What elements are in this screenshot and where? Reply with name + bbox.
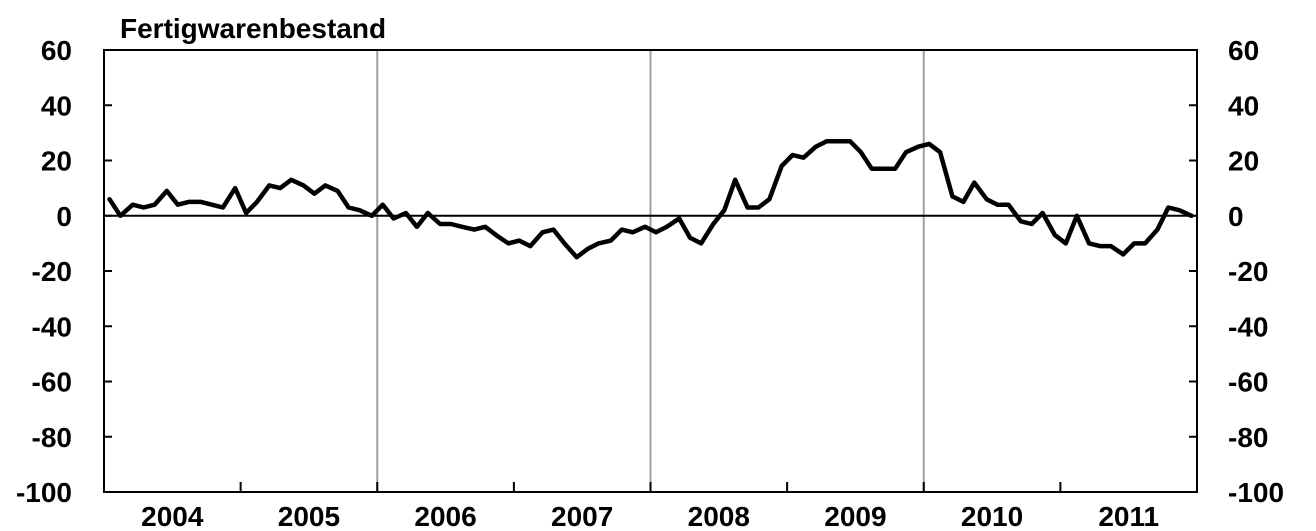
y-tick-label-right: -100 [1228,477,1284,508]
y-tick-label-right: -80 [1228,422,1268,453]
y-tick-label-right: -20 [1228,256,1268,287]
series-line [107,138,1194,260]
series-group [107,138,1194,260]
y-tick-label-left: -40 [32,311,72,342]
grid [104,50,1197,492]
y-tick-label-left: -100 [16,477,72,508]
x-tick-label: 2011 [1098,501,1159,531]
y-tick-label-left: -20 [32,256,72,287]
x-axis: 2004 2005 2006 2007 2008 2009 2010 2011 [141,501,1159,531]
y-tick-label-left: 40 [41,90,72,121]
y-tick-label-right: 20 [1228,146,1259,177]
y-tick-label-left: 0 [56,201,72,232]
y-tick-label-left: 20 [41,146,72,177]
x-tick-label: 2010 [961,501,1023,531]
y-axis-right: 60 40 20 0 -20 -40 -60 -80 -100 [1228,35,1284,508]
y-tick-label-right: -40 [1228,311,1268,342]
x-tick-label: 2009 [824,501,886,531]
chart-title: Fertigwarenbestand [120,13,386,44]
y-tick-label-left: 60 [41,35,72,66]
y-tick-label-right: -60 [1228,367,1268,398]
y-tick-label-right: 0 [1228,201,1244,232]
y-tick-label-left: -60 [32,367,72,398]
x-tick-label: 2007 [551,501,613,531]
x-tick-label: 2005 [278,501,340,531]
y-tick-label-right: 60 [1228,35,1259,66]
x-tick-label: 2008 [688,501,750,531]
y-axis-left: 60 40 20 0 -20 -40 -60 -80 -100 [16,35,72,508]
y-tick-label-left: -80 [32,422,72,453]
x-tick-label: 2004 [141,501,204,531]
x-tick-label: 2006 [414,501,476,531]
y-tick-label-right: 40 [1228,90,1259,121]
